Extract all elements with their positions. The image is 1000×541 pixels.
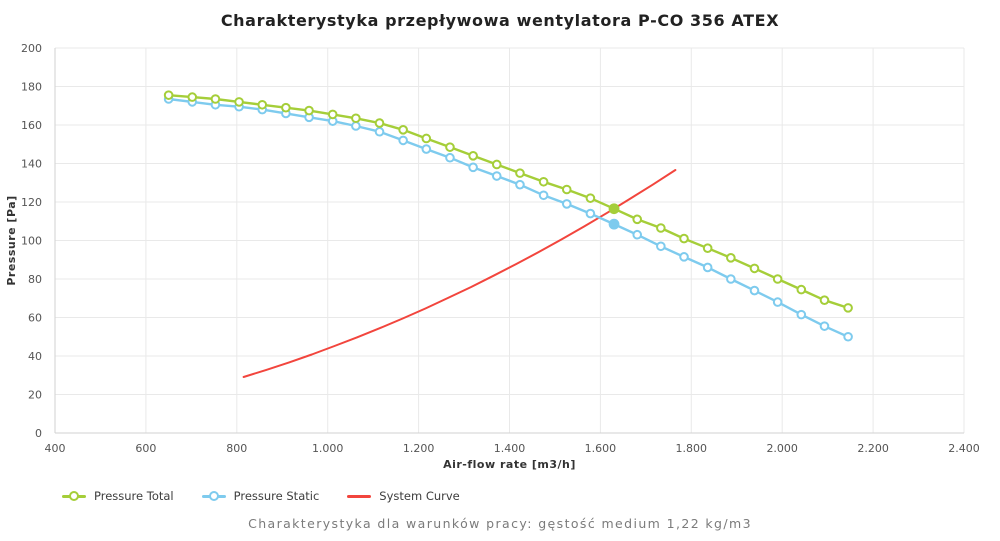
data-point-marker-pressure-static[interactable] — [796, 309, 807, 320]
data-point-marker-pressure-static[interactable] — [538, 190, 549, 201]
data-point-marker-pressure-total[interactable] — [561, 184, 572, 195]
y-axis-tick-label: 20 — [28, 389, 42, 402]
data-point-marker-pressure-total[interactable] — [445, 142, 455, 152]
y-axis-tick-label: 0 — [35, 427, 42, 440]
data-point-marker-pressure-total[interactable] — [257, 99, 268, 110]
data-point-marker-pressure-total[interactable] — [749, 263, 760, 274]
data-point-marker-pressure-static[interactable] — [679, 252, 689, 262]
data-point-marker-pressure-static[interactable] — [819, 321, 830, 331]
x-axis-tick-label: 1.600 — [585, 442, 617, 455]
system-curve-swatch-icon — [347, 491, 372, 502]
series-line-system-curve — [242, 169, 677, 378]
data-point-marker-pressure-total[interactable] — [281, 102, 291, 113]
data-point-marker-pressure-static[interactable] — [656, 241, 666, 252]
x-axis-tick-label: 1.000 — [312, 442, 344, 455]
data-point-marker-pressure-total[interactable] — [491, 159, 502, 170]
data-point-marker-pressure-total[interactable] — [772, 274, 783, 284]
y-axis-tick-label: 100 — [21, 235, 42, 248]
data-point-marker-pressure-total[interactable] — [796, 284, 807, 295]
y-axis-tick-label: 160 — [21, 119, 42, 132]
y-axis-tick-label: 200 — [21, 42, 42, 55]
x-axis-tick-label: 1.200 — [403, 442, 435, 455]
data-point-marker-pressure-total[interactable] — [210, 94, 221, 104]
chart-subtitle: Charakterystyka dla warunków pracy: gęst… — [248, 516, 752, 531]
data-point-marker-pressure-total[interactable] — [421, 133, 432, 144]
pressure-static-swatch-icon — [201, 491, 226, 502]
y-axis-tick-label: 140 — [21, 158, 42, 171]
data-point-marker-pressure-total[interactable] — [632, 214, 643, 225]
x-axis-tick-label: 400 — [45, 442, 66, 455]
x-axis-tick-label: 2.200 — [857, 442, 889, 455]
legend-item-pressure-static[interactable]: Pressure Static — [201, 489, 320, 503]
data-point-marker-pressure-static[interactable] — [632, 229, 643, 240]
data-point-marker-pressure-total[interactable] — [304, 105, 314, 116]
legend-item-system-curve[interactable]: System Curve — [347, 489, 460, 503]
data-point-marker-pressure-total[interactable] — [351, 113, 361, 124]
data-point-marker-pressure-total[interactable] — [819, 295, 830, 305]
data-point-marker-pressure-total[interactable] — [234, 97, 244, 107]
data-point-marker-pressure-static[interactable] — [561, 199, 572, 209]
data-point-marker-pressure-static[interactable] — [749, 285, 760, 296]
data-point-marker-pressure-total[interactable] — [726, 253, 736, 263]
x-axis-tick-label: 2.400 — [948, 442, 980, 455]
x-axis-tick-label: 800 — [226, 442, 247, 455]
data-point-marker-pressure-total[interactable] — [327, 109, 338, 120]
series-line-pressure-static — [167, 97, 850, 338]
x-axis-tick-label: 1.400 — [494, 442, 526, 455]
y-axis-tick-label: 60 — [28, 312, 42, 325]
y-axis-tick-label: 180 — [21, 81, 42, 94]
x-axis-tick-label: 1.800 — [676, 442, 708, 455]
data-point-marker-pressure-total[interactable] — [163, 90, 174, 100]
data-point-marker-pressure-static[interactable] — [374, 126, 385, 137]
data-point-marker-pressure-total[interactable] — [468, 151, 478, 161]
x-axis-tick-label: 600 — [135, 442, 156, 455]
data-point-marker-pressure-total[interactable] — [374, 118, 385, 128]
legend-item-pressure-total[interactable]: Pressure Total — [62, 489, 174, 503]
data-point-marker-pressure-static[interactable] — [702, 262, 713, 273]
data-point-marker-pressure-static[interactable] — [726, 274, 736, 284]
operating-point-marker-pressure-static[interactable] — [608, 218, 620, 230]
data-point-marker-pressure-static[interactable] — [515, 179, 525, 190]
legend-label-pressure-total: Pressure Total — [94, 489, 174, 503]
data-point-marker-pressure-static[interactable] — [398, 135, 408, 146]
data-point-marker-pressure-total[interactable] — [398, 125, 408, 135]
data-point-marker-pressure-static[interactable] — [585, 208, 596, 219]
y-axis-tick-label: 120 — [21, 196, 42, 209]
x-axis-title: Air-flow rate [m3/h] — [443, 458, 576, 471]
legend-label-system-curve: System Curve — [379, 489, 460, 503]
y-axis-tick-label: 40 — [28, 350, 42, 363]
data-point-marker-pressure-total[interactable] — [538, 176, 549, 187]
chart-legend: Pressure Total Pressure Static System Cu… — [62, 489, 460, 503]
y-axis-title: Pressure [Pa] — [5, 195, 18, 285]
legend-label-pressure-static: Pressure Static — [233, 489, 320, 503]
data-point-marker-pressure-static[interactable] — [421, 144, 432, 154]
pressure-total-swatch-icon — [62, 491, 86, 502]
data-point-marker-pressure-total[interactable] — [843, 303, 853, 313]
data-point-marker-pressure-total[interactable] — [187, 92, 198, 102]
data-point-marker-pressure-total[interactable] — [679, 233, 689, 244]
y-axis-tick-label: 80 — [28, 273, 42, 286]
operating-point-marker-pressure-total[interactable] — [608, 203, 620, 215]
data-point-marker-pressure-static[interactable] — [491, 171, 502, 181]
chart-title: Charakterystyka przepływowa wentylatora … — [220, 11, 780, 30]
data-point-marker-pressure-total[interactable] — [702, 243, 713, 253]
data-point-marker-pressure-static[interactable] — [445, 152, 455, 163]
data-point-marker-pressure-total[interactable] — [585, 193, 596, 203]
x-axis-tick-label: 2.000 — [766, 442, 798, 455]
data-point-marker-pressure-total[interactable] — [515, 168, 525, 178]
data-point-marker-pressure-total[interactable] — [656, 223, 666, 233]
data-point-marker-pressure-static[interactable] — [772, 297, 783, 307]
data-point-marker-pressure-static[interactable] — [843, 331, 853, 342]
data-point-marker-pressure-static[interactable] — [351, 121, 361, 131]
data-point-marker-pressure-static[interactable] — [468, 162, 478, 173]
